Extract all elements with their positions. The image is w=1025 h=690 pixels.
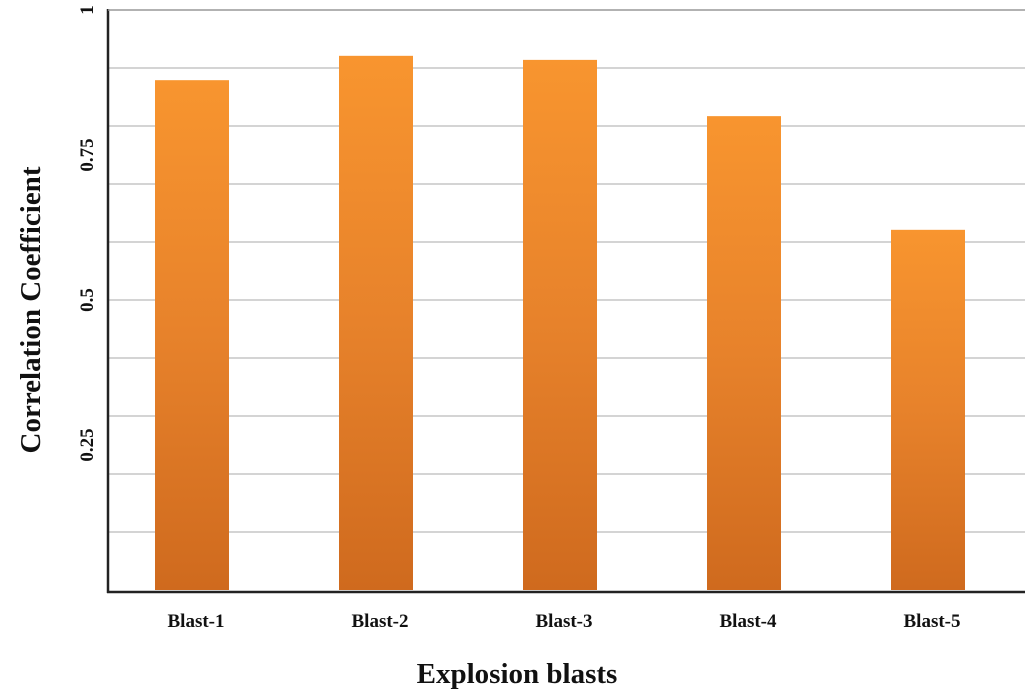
x-tick-label: Blast-5 — [904, 611, 961, 632]
bars — [155, 55, 965, 591]
bar — [891, 229, 965, 590]
bar — [155, 80, 229, 591]
x-tick-label: Blast-4 — [720, 611, 778, 632]
bar — [523, 59, 597, 590]
y-tick-label: 0.75 — [77, 138, 98, 171]
bar — [339, 55, 413, 590]
y-axis-title: Correlation Coefficient — [15, 166, 47, 453]
x-tick-label: Blast-3 — [536, 611, 593, 632]
x-tick-label: Blast-1 — [168, 611, 225, 632]
bar — [707, 116, 781, 590]
x-tick-label: Blast-2 — [352, 611, 409, 632]
x-axis-title: Explosion blasts — [417, 658, 618, 690]
y-tick-label: 1 — [77, 5, 98, 15]
y-tick-label: 0.25 — [77, 428, 98, 461]
y-tick-label: 0.5 — [77, 288, 98, 312]
